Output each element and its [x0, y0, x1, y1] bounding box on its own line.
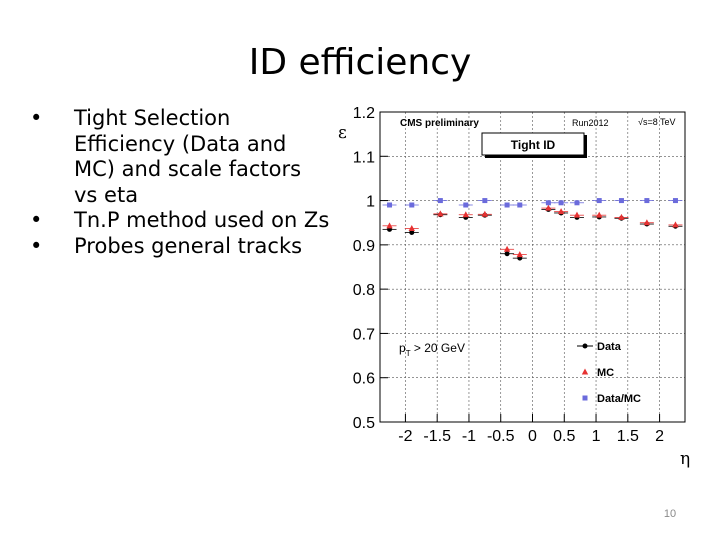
- mc-point: [672, 221, 679, 228]
- data-mc-point: [482, 198, 488, 204]
- bullet-dot-icon: •: [30, 208, 43, 232]
- plot-frame: [379, 111, 686, 423]
- legend-label-data: Data: [597, 341, 622, 353]
- bullet-list: • Tight Selection Efficiency (Data and MC…: [30, 106, 330, 259]
- data-mc-point: [387, 202, 393, 208]
- x-tick-label: -0.5: [487, 428, 515, 445]
- data-mc-point: [463, 202, 469, 208]
- data-mc-point: [644, 198, 650, 204]
- data-mc-point: [596, 198, 602, 204]
- bullet-item: • Tight Selection Efficiency (Data and MC…: [30, 106, 330, 208]
- x-tick-label: 1.5: [617, 428, 639, 445]
- data-point: [409, 229, 415, 235]
- run-label: Run2012: [572, 118, 609, 128]
- bullet-text: Tight Selection Efficiency (Data and MC)…: [74, 106, 302, 207]
- slide-title: ID efficiency: [248, 42, 472, 83]
- legend-marker-data: [582, 343, 588, 349]
- mc-point: [545, 204, 552, 211]
- y-tick-label: 1: [366, 194, 375, 211]
- mc-point: [516, 251, 523, 258]
- y-tick-label: 0.8: [353, 282, 375, 299]
- bullet-dot-icon: •: [30, 106, 43, 130]
- slide-number: 10: [663, 508, 677, 520]
- legend-marker-mc: [581, 368, 589, 375]
- y-tick-label: 0.6: [353, 371, 375, 388]
- x-tick-label: -1.5: [423, 428, 451, 445]
- legend: Data MC Data/MC: [577, 341, 641, 405]
- x-tick-label: 2: [655, 428, 664, 445]
- efficiency-plot: -2 -1.5 -1 -0.5 0 0.5 1 1.5 2 0.5 0.6 0.7 0.8 0.9 1 1.1…: [338, 105, 690, 469]
- y-tick-label: 0.9: [353, 238, 375, 255]
- axis-ticks: -2 -1.5 -1 -0.5 0 0.5 1 1.5 2 0.5 0.6 0.7 0.8 0.9 1 1.1…: [353, 105, 664, 445]
- data-mc-point: [574, 200, 580, 206]
- plot-grid: [380, 111, 685, 423]
- mc-point: [503, 245, 511, 252]
- data-point: [504, 251, 510, 257]
- bullet-text: Probes general tracks: [74, 233, 303, 258]
- mc-point: [437, 210, 444, 217]
- y-axis-label: ε: [338, 123, 347, 143]
- y-tick-label: 0.7: [353, 326, 375, 343]
- x-axis-label: η: [680, 449, 690, 469]
- data-mc-point: [545, 200, 551, 206]
- bullet-item: • Tn.P method used on Zs: [30, 208, 330, 234]
- data-mc-point: [672, 198, 678, 204]
- mc-point: [596, 211, 603, 218]
- data-mc-point: [517, 202, 523, 208]
- cms-preliminary-label: CMS preliminary: [400, 118, 479, 129]
- energy-label: √s=8 TeV: [638, 117, 676, 127]
- data-mc-point: [409, 202, 415, 208]
- bullet-item: • Probes general tracks: [30, 234, 330, 260]
- x-tick-label: -1: [462, 428, 476, 445]
- bullet-dot-icon: •: [30, 233, 43, 258]
- legend-label-mc: MC: [597, 367, 614, 379]
- mc-point: [643, 219, 651, 226]
- y-tick-label: 1.1: [353, 149, 375, 166]
- y-tick-label: 1.2: [353, 105, 375, 122]
- data-mc-point: [504, 202, 510, 208]
- bullet-text: Tn.P method used on Zs: [74, 208, 330, 232]
- x-tick-label: 1: [592, 428, 601, 445]
- mc-point: [481, 210, 489, 217]
- y-tick-label: 0.5: [353, 415, 375, 432]
- data-marks: [382, 198, 683, 261]
- mc-point: [408, 224, 415, 231]
- pt-cut-label: pT > 20 GeV: [399, 341, 465, 358]
- x-tick-label: -2: [398, 428, 412, 445]
- legend-label-data-mc: Data/MC: [597, 393, 641, 405]
- mc-point: [573, 211, 581, 218]
- mc-point: [557, 208, 565, 215]
- tight-id-label: Tight ID: [511, 138, 556, 152]
- data-mc-point: [558, 200, 564, 206]
- x-tick-label: 0: [528, 428, 537, 445]
- mc-point: [462, 211, 469, 218]
- x-tick-label: 0.5: [553, 428, 575, 445]
- tight-id-box: [481, 132, 585, 156]
- mc-point: [618, 213, 625, 220]
- data-mc-point: [437, 198, 443, 204]
- mc-point: [386, 222, 393, 229]
- data-mc-point: [618, 198, 624, 204]
- legend-marker-data-mc: [582, 395, 588, 401]
